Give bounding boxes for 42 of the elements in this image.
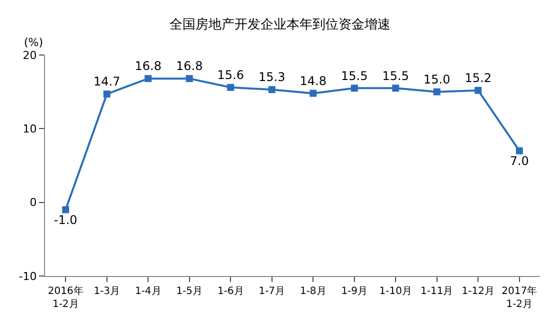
- point: [474, 86, 482, 94]
- x-tick-label: 1-6月: [217, 286, 244, 297]
- x-tick-label: 1-3月: [94, 286, 120, 297]
- point: [144, 75, 152, 82]
- point: [350, 84, 358, 92]
- x-tick-label: 1-7月: [258, 286, 286, 297]
- data-label: 16.8: [134, 59, 162, 74]
- x-tick-label: 1-12月: [462, 286, 494, 297]
- x-tick-label: 1-5月: [176, 286, 203, 297]
- data-label: 15.3: [258, 70, 286, 84]
- point: [310, 90, 317, 97]
- point: [186, 75, 193, 82]
- data-label: 15.5: [382, 68, 409, 83]
- point: [516, 147, 523, 154]
- data-label: 14.7: [94, 74, 120, 89]
- y-tick-label: 20: [22, 48, 37, 62]
- x-tick-label: 2017年 1-2月: [502, 285, 538, 310]
- data-label: 14.8: [300, 74, 326, 88]
- point: [433, 88, 440, 96]
- y-tick-label: 10: [22, 122, 37, 136]
- point: [103, 90, 110, 98]
- data-label: -1.0: [54, 213, 78, 228]
- x-tick-label: 1-8月: [300, 286, 326, 297]
- point: [268, 86, 276, 94]
- point: [227, 84, 234, 91]
- x-tick-label: 2016年 1-2月: [48, 285, 84, 310]
- data-label: 15.6: [217, 68, 244, 82]
- data-label: 15.2: [464, 70, 492, 85]
- point: [392, 84, 400, 92]
- x-tick-label: 1-10月: [379, 286, 412, 297]
- data-label: 15.0: [424, 72, 450, 86]
- y-tick-label: -10: [18, 270, 37, 283]
- data-label: 15.5: [341, 68, 368, 83]
- chart-title: 全国房地产开发企业本年到位资金增速: [170, 16, 390, 33]
- data-label: 7.0: [510, 154, 529, 168]
- data-label: 16.8: [176, 59, 203, 74]
- point: [62, 206, 70, 214]
- y-axis-title: (%): [24, 36, 44, 49]
- y-tick-label: 0: [30, 196, 37, 210]
- x-tick-label: 1-11月: [420, 286, 454, 297]
- x-tick-label: 1-4月: [134, 286, 162, 297]
- x-tick-label: 1-9月: [341, 286, 368, 297]
